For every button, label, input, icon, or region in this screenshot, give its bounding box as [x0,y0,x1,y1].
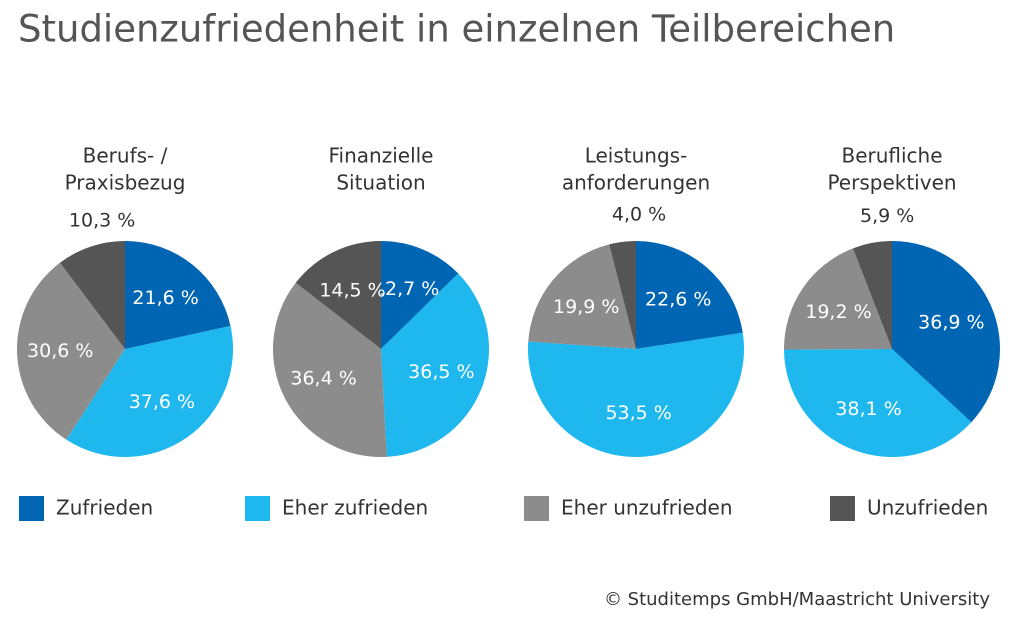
pie-slice [59,241,125,349]
value-label: 36,5 % [408,361,474,383]
value-label: 53,5 % [605,402,671,424]
value-label: 30,6 % [27,340,93,362]
value-label: 4,0 % [612,204,666,226]
pie-title: Finanzielle [329,144,434,168]
pie-slice [273,282,387,457]
value-label: 36,4 % [290,368,356,390]
pie-title: Situation [336,171,425,195]
value-label: 38,1 % [835,398,901,420]
pie-slice [381,241,459,349]
pie-slice [66,325,234,457]
pie-title: Berufliche [841,144,942,168]
pie-slice [16,262,125,440]
pie-slice [784,349,972,457]
pie-slice [381,273,490,457]
value-label: 37,6 % [129,391,195,413]
pie-slice [528,332,744,457]
value-label: 14,5 % [319,279,385,301]
pie-slice [892,241,1000,423]
value-label: 19,9 % [553,296,619,318]
legend-swatch [245,496,270,521]
source: © Studitemps GmbH/Maastricht University [604,589,990,610]
legend-label: Unzufrieden [867,496,988,520]
legend-label: Zufrieden [56,496,153,520]
pie-slice [784,248,892,350]
value-label: 21,6 % [132,287,198,309]
legend-label: Eher unzufrieden [561,496,733,520]
value-label: 10,3 % [69,209,135,231]
pie-title: Berufs- / [83,144,168,168]
legend-swatch [524,496,549,521]
pie-slice [125,241,231,349]
value-label: 12,7 % [373,278,439,300]
chart-title: Studienzufriedenheit in einzelnen Teilbe… [18,8,895,51]
pie-title: Praxisbezug [65,171,186,195]
pie-title: anforderungen [562,171,710,195]
legend-swatch [19,496,44,521]
pie-slice [609,241,636,349]
pie-slice [295,241,381,349]
value-label: 36,9 % [918,312,984,334]
value-label: 19,2 % [805,301,871,323]
legend-label: Eher zufrieden [282,496,428,520]
pie-title: Perspektiven [827,171,956,195]
legend-swatch [830,496,855,521]
pie-slice [636,241,743,349]
value-label: 22,6 % [645,288,711,310]
value-label: 5,9 % [860,205,914,227]
pie-title: Leistungs- [585,144,688,168]
pie-slice [528,244,636,349]
pie-slice [852,241,892,349]
